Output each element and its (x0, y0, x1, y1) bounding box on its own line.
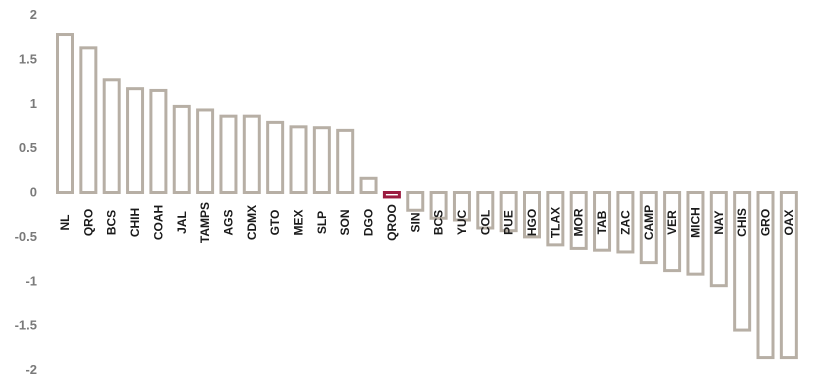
category-label: NL (58, 215, 72, 231)
category-label: SON (338, 209, 352, 235)
category-label: DGO (362, 209, 376, 236)
category-label: YUC (455, 210, 469, 236)
category-label: GTO (268, 210, 282, 236)
category-label: MOR (572, 208, 586, 236)
y-tick-label: -1 (25, 273, 37, 288)
category-label: QROO (385, 204, 399, 241)
bar (756, 191, 775, 360)
category-label: PUE (502, 210, 516, 235)
y-tick-label: -2 (25, 362, 37, 377)
bar (733, 191, 752, 332)
bar (523, 191, 541, 239)
y-tick-label: 0.5 (19, 140, 37, 155)
bar (429, 191, 448, 220)
bar (102, 78, 121, 194)
bar (126, 87, 145, 194)
bar (79, 46, 98, 195)
category-label: COAH (151, 205, 165, 240)
category-label: TAMPS (198, 202, 212, 243)
category-label: BCS (432, 210, 446, 235)
category-label: TAB (595, 210, 609, 234)
bar (709, 191, 728, 288)
category-label: CAMP (642, 205, 656, 240)
y-tick-label: 1 (30, 96, 37, 111)
bar (56, 33, 74, 195)
category-label: VER (665, 210, 679, 235)
bar (172, 104, 191, 194)
bar (266, 120, 285, 194)
category-label: QRO (81, 209, 95, 236)
category-label: MEX (292, 209, 306, 235)
bar (499, 191, 518, 233)
y-tick-label: 2 (30, 7, 37, 22)
bar (406, 191, 425, 212)
bar (546, 191, 565, 247)
y-axis-ticks: 2 1.5 1 0.5 0 -0.5 -1 -1.5 -2 (15, 7, 37, 377)
category-label: NAY (712, 210, 726, 234)
category-label: CHIS (735, 208, 749, 237)
category-label: SLP (315, 211, 329, 234)
bars-group (56, 33, 798, 360)
bar (242, 114, 261, 194)
bar (639, 191, 658, 265)
category-label: CDMX (245, 205, 259, 240)
bar (196, 108, 215, 194)
category-label: JAL (175, 211, 189, 234)
category-label: TLAX (548, 207, 562, 238)
y-tick-label: -0.5 (15, 229, 37, 244)
category-label: AGS (221, 209, 235, 235)
category-label: GRO (759, 209, 773, 236)
bar (359, 176, 378, 195)
bar (616, 191, 635, 254)
bar (476, 191, 495, 230)
bar (149, 88, 168, 194)
category-label: MICH (688, 207, 702, 238)
bar-highlighted (382, 191, 401, 199)
bar (312, 126, 331, 194)
category-label: HGO (525, 209, 539, 236)
bar (289, 125, 308, 194)
category-label: BCS (105, 210, 119, 235)
bar (779, 191, 798, 360)
bar (663, 191, 682, 273)
category-label: COL (478, 210, 492, 235)
bar (219, 114, 238, 194)
category-label: ZAC (618, 210, 632, 235)
y-tick-label: 1.5 (19, 51, 37, 66)
category-label: CHIH (128, 208, 142, 237)
bar (336, 128, 355, 194)
bar (569, 191, 588, 250)
category-labels-group: NL QRO BCS CHIH COAH JAL TAMPS AGS CDMX GTO MEX SLP… (58, 202, 796, 243)
category-label: SIN (408, 212, 422, 232)
bar (452, 191, 471, 222)
y-tick-label: -1.5 (15, 318, 37, 333)
category-label: OAX (782, 209, 796, 235)
y-tick-label: 0 (30, 185, 37, 200)
bar (686, 191, 705, 276)
bar (593, 191, 612, 252)
